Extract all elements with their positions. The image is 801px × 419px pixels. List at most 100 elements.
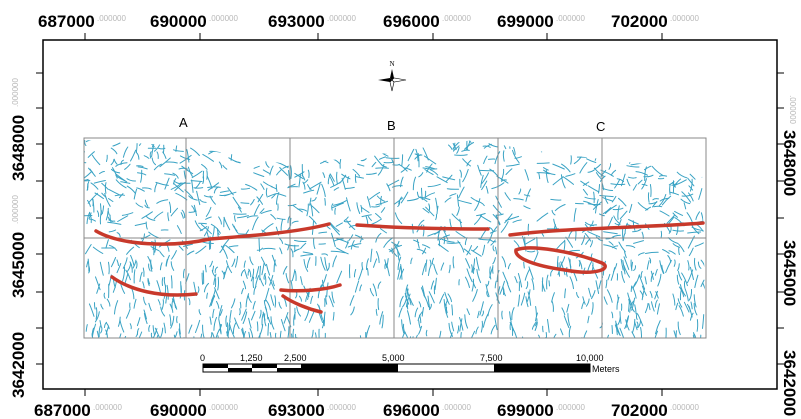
stream-segment [611, 311, 614, 319]
stream-segment [191, 179, 194, 193]
stream-segment [423, 155, 437, 165]
stream-segment [430, 280, 435, 290]
stream-segment [145, 221, 148, 230]
stream-segment [295, 291, 298, 299]
stream-segment [555, 240, 566, 251]
stream-segment [608, 163, 612, 170]
stream-segment [234, 160, 241, 163]
stream-segment [218, 161, 223, 169]
scale-bar-labels: 0 1,250 2,500 5,000 7,500 10,000 Meters [200, 353, 620, 374]
stream-segment [240, 187, 251, 190]
stream-segment [602, 187, 614, 192]
stream-segment [219, 309, 223, 316]
stream-segment [157, 299, 161, 306]
stream-segment [490, 230, 497, 234]
stream-segment [126, 185, 136, 194]
stream-segment [605, 236, 614, 240]
stream-segment [614, 222, 621, 226]
stream-segment [640, 271, 643, 278]
stream-segment [627, 176, 637, 179]
stream-segment [135, 202, 144, 208]
stream-segment [402, 323, 406, 334]
lineaments [94, 221, 705, 314]
stream-segment [565, 236, 573, 248]
stream-segment [653, 330, 658, 338]
stream-segment [287, 215, 291, 224]
stream-segment [115, 173, 128, 183]
stream-segment [638, 252, 645, 256]
stream-segment [370, 248, 373, 263]
stream-segment [480, 174, 484, 188]
stream-segment [673, 259, 676, 267]
stream-segment [528, 266, 534, 280]
stream-segment [470, 249, 482, 257]
stream-segment [589, 240, 593, 248]
stream-segment [636, 321, 639, 329]
stream-segment [188, 195, 198, 201]
stream-segment [247, 269, 250, 276]
stream-segment [400, 264, 403, 276]
scale-label-2500: 2,500 [284, 353, 307, 363]
stream-segment [232, 196, 242, 210]
stream-segment [534, 318, 538, 327]
stream-segment [256, 247, 263, 251]
stream-segment [181, 165, 194, 175]
stream-segment [164, 173, 176, 176]
stream-segment [93, 302, 96, 310]
stream-segment [689, 173, 696, 180]
stream-segment [385, 142, 388, 154]
section-label-c: C [596, 119, 605, 134]
stream-segment [225, 315, 228, 327]
stream-segment [235, 255, 239, 268]
stream-segment [202, 153, 214, 162]
stream-segment [165, 295, 168, 304]
stream-segment [550, 269, 554, 277]
stream-segment [462, 158, 471, 167]
stream-segment [446, 188, 460, 190]
stream-segment [89, 213, 92, 224]
stream-segment [441, 238, 455, 243]
stream-segment [687, 260, 690, 271]
stream-segment [631, 331, 638, 338]
stream-segment [400, 176, 404, 188]
stream-segment [398, 307, 403, 318]
stream-segment [459, 169, 462, 178]
stream-segment [339, 158, 342, 169]
drainage-network [84, 140, 706, 338]
stream-segment [597, 184, 600, 194]
stream-segment [324, 332, 326, 338]
stream-segment [416, 239, 420, 249]
stream-segment [142, 267, 145, 277]
stream-segment [120, 181, 131, 184]
stream-segment [334, 207, 336, 215]
stream-segment [230, 146, 233, 161]
stream-segment [700, 279, 705, 288]
stream-segment [130, 254, 135, 266]
stream-segment [659, 197, 670, 202]
stream-segment [672, 243, 681, 248]
stream-segment [611, 195, 617, 203]
stream-segment [669, 183, 671, 195]
stream-segment [420, 287, 425, 297]
stream-segment [373, 258, 378, 268]
stream-segment [413, 239, 420, 243]
stream-segment [223, 216, 231, 231]
stream-segment [531, 278, 535, 291]
stream-segment [635, 312, 638, 320]
stream-segment [456, 194, 460, 207]
stream-segment [329, 173, 335, 182]
stream-segment [599, 213, 605, 217]
stream-segment [298, 295, 302, 302]
stream-segment [110, 257, 117, 268]
stream-segment [688, 185, 694, 191]
stream-segment [436, 176, 448, 184]
stream-segment [687, 269, 694, 284]
stream-segment [198, 333, 203, 338]
stream-segment [186, 149, 190, 163]
stream-segment [115, 175, 126, 182]
stream-segment [415, 148, 419, 162]
stream-segment [464, 314, 469, 329]
stream-segment [490, 324, 496, 335]
stream-segment [502, 150, 505, 162]
stream-segment [250, 268, 255, 282]
